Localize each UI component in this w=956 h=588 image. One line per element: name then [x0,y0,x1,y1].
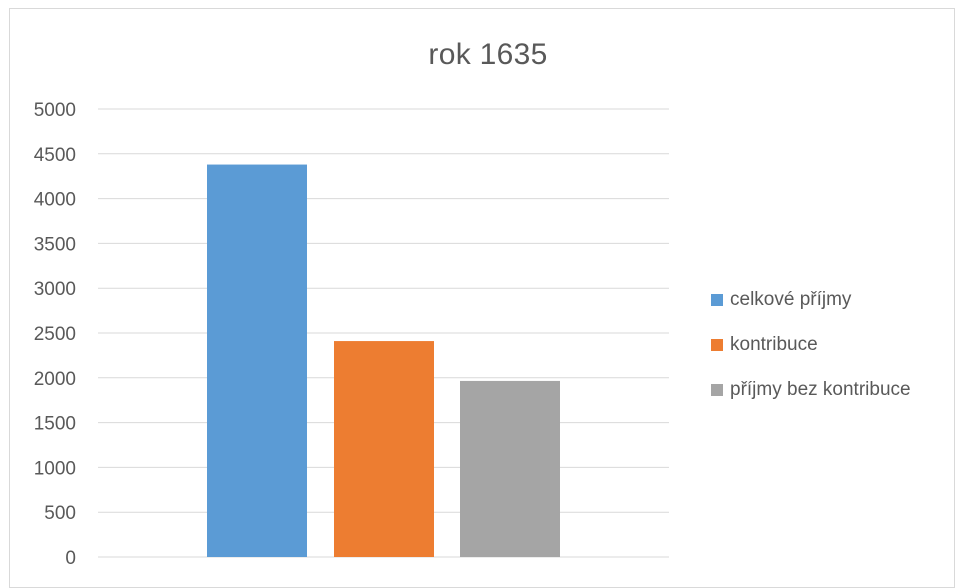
y-tick-label: 4500 [34,145,76,166]
legend-item: celkové příjmy [711,277,911,322]
bar-1 [207,165,307,557]
legend: celkové příjmy kontribuce příjmy bez kontr… [711,277,911,412]
legend-swatch [711,384,723,396]
y-tick-label: 4000 [34,190,76,211]
y-axis-tick-labels: 0 500 1000 1500 2000 2500 3000 3500 4000 4500 5000 [34,100,76,569]
legend-swatch [711,339,723,351]
legend-swatch [711,294,723,306]
bar-2 [334,341,434,557]
y-tick-label: 2000 [34,369,76,390]
y-tick-label: 1500 [34,414,76,435]
y-tick-label: 2500 [34,324,76,345]
y-tick-label: 3000 [34,279,76,300]
legend-label: kontribuce [730,334,818,356]
bar-3 [460,381,560,557]
legend-label: příjmy bez kontribuce [730,379,911,401]
y-tick-label: 0 [65,548,76,569]
y-tick-label: 500 [44,503,76,524]
y-tick-label: 1000 [34,458,76,479]
y-tick-label: 3500 [34,234,76,255]
bars [207,165,560,557]
y-tick-label: 5000 [34,100,76,121]
legend-item: kontribuce [711,322,911,367]
legend-label: celkové příjmy [730,289,851,311]
legend-item: příjmy bez kontribuce [711,367,911,412]
